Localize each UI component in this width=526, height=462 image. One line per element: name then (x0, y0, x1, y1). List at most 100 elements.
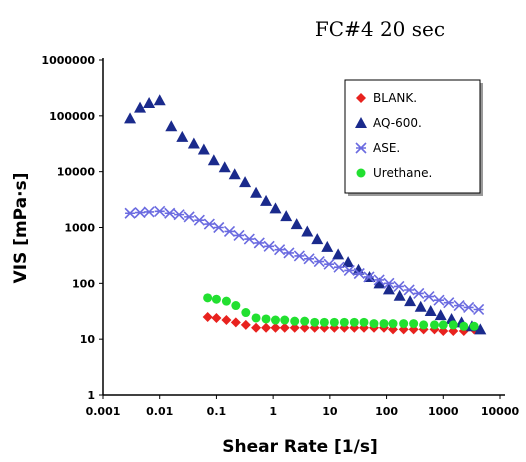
data-point (134, 101, 147, 113)
y-tick-label: 1000000 (41, 54, 95, 67)
data-point (373, 277, 386, 289)
data-point (379, 319, 389, 329)
data-point (269, 202, 282, 214)
data-point (239, 176, 252, 188)
data-point (202, 311, 213, 322)
data-points (124, 94, 487, 337)
data-point (463, 301, 475, 314)
data-point (261, 314, 271, 324)
data-point (339, 317, 349, 327)
data-point (280, 210, 293, 222)
data-point (353, 267, 365, 280)
data-point (154, 205, 166, 217)
data-point (280, 315, 290, 325)
data-point (283, 247, 295, 259)
data-point (293, 250, 305, 262)
data-point (321, 240, 334, 252)
x-tick-label: 1 (269, 405, 277, 418)
data-point (231, 301, 241, 311)
data-point (349, 317, 359, 327)
data-point (448, 320, 458, 330)
data-point (299, 322, 310, 333)
data-point (221, 315, 232, 326)
data-point (409, 319, 419, 329)
legend-marker (356, 93, 366, 103)
data-point (382, 283, 395, 295)
data-point (230, 317, 241, 328)
data-point (290, 316, 300, 326)
data-point (343, 264, 355, 277)
data-point (134, 207, 146, 219)
data-point (393, 289, 406, 301)
data-point (183, 211, 195, 223)
data-point (203, 293, 213, 303)
data-point (143, 96, 156, 108)
legend-label: Urethane. (373, 166, 432, 180)
data-point (289, 322, 300, 333)
legend: BLANK. AQ-600. ASE. Urethane. (344, 79, 483, 196)
data-point (342, 256, 355, 268)
data-point (218, 161, 231, 173)
data-point (419, 320, 429, 330)
legend-marker (355, 142, 367, 154)
data-point (369, 319, 379, 329)
data-point (211, 312, 222, 323)
data-point (424, 304, 437, 316)
x-tick-label: 0.1 (207, 405, 227, 418)
y-tick-label: 10000 (57, 166, 96, 179)
y-tick-label: 10 (80, 333, 96, 346)
data-point (383, 277, 395, 289)
data-point (260, 194, 273, 206)
data-point (223, 225, 236, 238)
data-point (403, 284, 415, 296)
data-point (438, 320, 448, 330)
axes (99, 58, 505, 399)
data-point (329, 317, 339, 327)
data-point (290, 218, 303, 230)
data-point (250, 186, 263, 198)
data-point (453, 299, 465, 312)
data-point (319, 317, 329, 327)
data-point (430, 320, 440, 330)
legend-marker (356, 168, 366, 178)
data-point (211, 294, 221, 304)
data-point (203, 218, 215, 230)
data-point (388, 319, 398, 329)
data-point (434, 309, 447, 321)
x-tick-label: 100 (375, 405, 398, 418)
x-tick-label: 0.001 (86, 405, 121, 418)
data-point (164, 207, 176, 219)
legend-label: AQ-600. (373, 116, 422, 130)
legend-box (344, 79, 481, 194)
legend-marker (355, 117, 367, 128)
legend-label: BLANK. (373, 91, 417, 105)
data-point (251, 322, 262, 333)
data-point (263, 240, 275, 252)
x-tick-label: 0.01 (146, 405, 173, 418)
data-point (197, 143, 210, 155)
data-point (399, 319, 409, 329)
data-point (274, 244, 286, 256)
data-point (173, 209, 185, 221)
data-point (228, 168, 241, 180)
data-point (433, 294, 445, 306)
data-point (143, 206, 155, 218)
data-point (363, 271, 375, 283)
data-point (459, 321, 469, 331)
data-point (323, 258, 335, 270)
data-point (240, 319, 251, 330)
y-tick-label: 100000 (49, 110, 95, 123)
tick-labels: 0.001 0.01 0.1 1 10 100 1000 10000 1 10 100 1000 100… (41, 54, 519, 418)
data-point (207, 154, 220, 166)
data-point (469, 321, 479, 331)
data-point (359, 317, 369, 327)
x-tick-label: 10000 (481, 405, 520, 418)
data-point (124, 207, 136, 219)
data-point (404, 295, 417, 307)
legend-label: ASE. (373, 141, 400, 155)
data-point (310, 317, 320, 327)
data-point (187, 137, 200, 149)
data-point (241, 308, 251, 318)
data-point (124, 112, 137, 124)
